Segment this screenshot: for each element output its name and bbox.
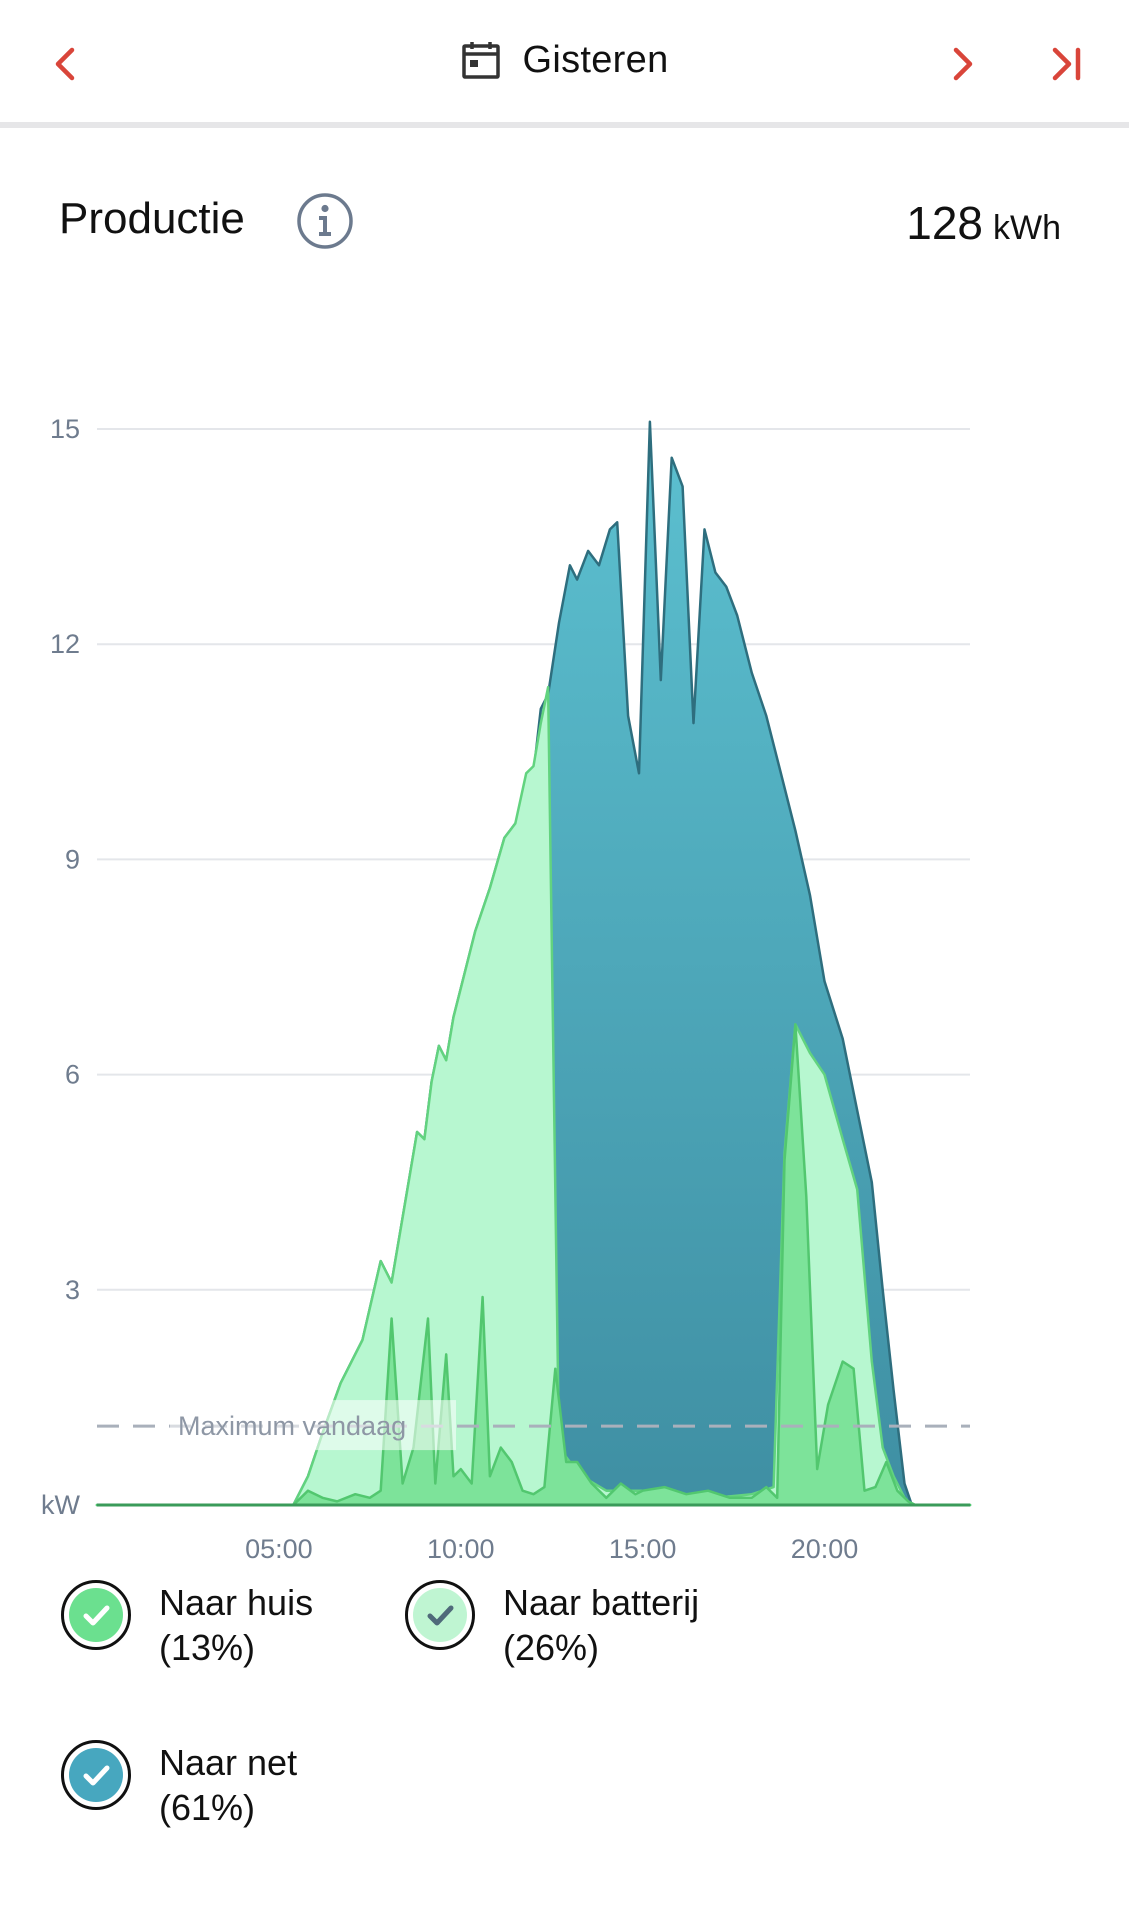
production-total: 128 kWh xyxy=(906,196,1061,250)
series-area-naar-batterij xyxy=(95,685,972,1507)
chart-legend: Naar huis (13%) Naar batterij (26%) Naar… xyxy=(0,1580,1129,1880)
legend-swatch xyxy=(69,1588,123,1642)
legend-swatch xyxy=(69,1748,123,1802)
reference-line-label: Maximum vandaag xyxy=(178,1411,406,1441)
total-unit: kWh xyxy=(993,209,1061,247)
date-selector[interactable]: Gisteren xyxy=(0,30,1129,90)
production-chart: 15 12 9 6 3 kW 05:00 10:00 15:00 20:00 Maximum van… xyxy=(0,380,1129,1580)
legend-item-naar-net[interactable]: Naar net (61%) xyxy=(61,1740,297,1830)
info-button[interactable] xyxy=(294,190,356,252)
legend-item-naar-batterij[interactable]: Naar batterij (26%) xyxy=(405,1580,699,1670)
legend-name: Naar net xyxy=(159,1742,298,1783)
legend-swatch xyxy=(413,1588,467,1642)
legend-label: Naar batterij (26%) xyxy=(503,1580,699,1670)
legend-item-naar-huis[interactable]: Naar huis (13%) xyxy=(61,1580,313,1670)
chevron-right-icon xyxy=(953,47,973,81)
y-tick-label: 15 xyxy=(50,414,80,444)
x-tick-label: 15:00 xyxy=(609,1534,677,1564)
x-tick-label: 20:00 xyxy=(791,1534,859,1564)
y-tick-label: 12 xyxy=(50,629,80,659)
legend-percent: (61%) xyxy=(159,1787,256,1828)
next-day-button[interactable] xyxy=(926,28,998,100)
series-area-naar-huis xyxy=(95,1023,972,1507)
go-to-today-button[interactable] xyxy=(1030,28,1102,100)
checkmark-icon xyxy=(83,1605,110,1626)
total-value: 128 xyxy=(906,197,983,249)
date-label: Gisteren xyxy=(522,38,669,81)
check-circle-icon xyxy=(61,1580,131,1650)
production-area-chart: 15 12 9 6 3 kW 05:00 10:00 15:00 20:00 Maximum van… xyxy=(41,414,972,1564)
calendar-icon xyxy=(462,42,501,79)
legend-name: Naar batterij xyxy=(503,1582,700,1623)
chevron-left-icon xyxy=(55,47,75,81)
legend-label: Naar huis (13%) xyxy=(159,1580,313,1670)
skip-to-end-icon xyxy=(1052,47,1081,81)
check-circle-icon xyxy=(405,1580,475,1650)
previous-day-button[interactable] xyxy=(30,28,102,100)
x-tick-label: 10:00 xyxy=(427,1534,495,1564)
x-tick-label: 05:00 xyxy=(245,1534,313,1564)
checkmark-icon xyxy=(83,1765,110,1786)
top-bar: Gisteren xyxy=(0,0,1129,128)
info-icon xyxy=(297,193,353,249)
check-circle-icon xyxy=(61,1740,131,1810)
production-header: Productie 128 kWh xyxy=(0,190,1129,260)
legend-name: Naar huis xyxy=(159,1582,314,1623)
y-unit-label: kW xyxy=(41,1490,81,1520)
section-title: Productie xyxy=(59,194,245,243)
legend-percent: (13%) xyxy=(159,1627,256,1668)
y-tick-label: 6 xyxy=(65,1060,80,1090)
reference-label-background xyxy=(170,1400,456,1451)
legend-percent: (26%) xyxy=(503,1627,600,1668)
checkmark-icon xyxy=(427,1605,454,1626)
y-tick-label: 3 xyxy=(65,1275,80,1305)
y-tick-label: 9 xyxy=(65,844,80,874)
legend-label: Naar net (61%) xyxy=(159,1740,297,1830)
